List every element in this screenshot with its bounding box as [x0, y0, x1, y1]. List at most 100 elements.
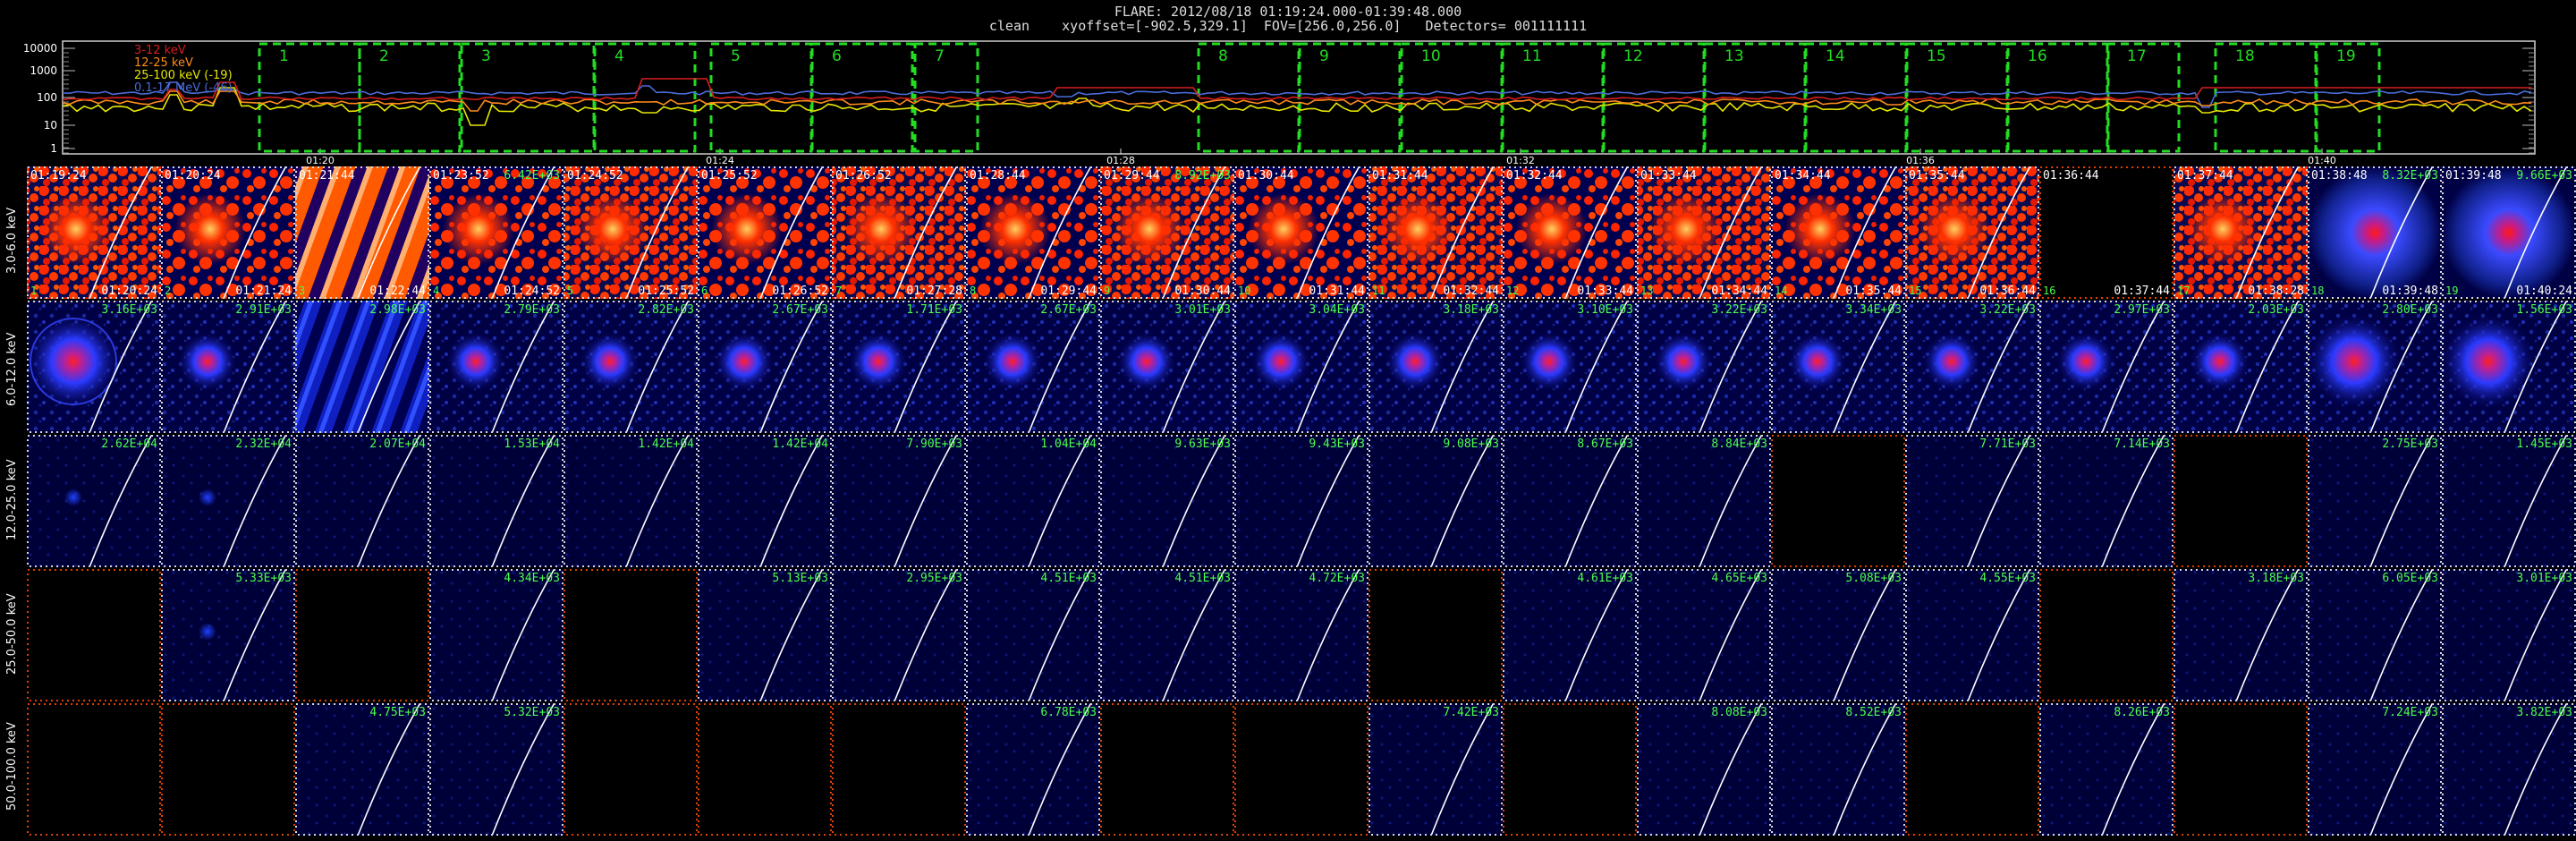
image-frame: [1637, 435, 1771, 567]
image-cell: 3.01E+03: [2442, 569, 2576, 701]
image-cell: 6.78E+03: [966, 703, 1100, 836]
legend-entry: 12-25 keV: [134, 56, 193, 70]
lightcurve-panel: 10000 1000 100 10 1 01:20 01:24 01:28 01:32 01:36…: [23, 40, 2536, 166]
image-map: [2308, 569, 2442, 701]
peak-value-label: 3.82E+03: [2516, 706, 2572, 719]
image-cell: 4.65E+03: [1637, 569, 1771, 701]
lightcurve-ytick-label: 100: [37, 91, 57, 104]
empty-image: [295, 569, 429, 701]
lightcurve-xtick-label: 01:24: [706, 155, 734, 166]
solar-limb: [2369, 301, 2434, 433]
image-frame: [2308, 301, 2442, 433]
image-frame: [698, 435, 832, 567]
empty-image: [698, 703, 832, 836]
image-frame: [2039, 301, 2174, 433]
source-emission: [979, 193, 1051, 265]
interval-number: 1: [279, 47, 289, 65]
interval-index: 2: [165, 285, 171, 297]
solar-limb: [1430, 166, 1495, 299]
solar-limb: [223, 569, 287, 701]
interval-number: 8: [1218, 47, 1228, 65]
peak-value-label: 5.33E+03: [235, 572, 292, 585]
image-map: [1100, 569, 1234, 701]
interval-end-time: 01:25:52: [638, 285, 694, 298]
image-cell: 1.42E+04: [564, 435, 698, 567]
interval-number: 3: [481, 47, 491, 65]
solar-limb: [357, 703, 421, 836]
peak-value-label: 3.10E+03: [1577, 303, 1633, 317]
interval-box: [1501, 42, 1605, 153]
peak-value-label: 4.65E+03: [1711, 572, 1767, 585]
image-map: [2039, 703, 2174, 836]
solar-limb: [223, 166, 287, 299]
image-map: [295, 301, 429, 433]
image-cell: [564, 569, 698, 701]
peak-value-label: 5.13E+03: [772, 572, 828, 585]
row-label-1: 6.0-12.0 keV: [5, 332, 19, 406]
image-cell: 01:30:44 01:31:44 10: [1234, 166, 1368, 299]
interval-box: [1602, 42, 1706, 153]
image-map: [1905, 435, 2039, 567]
image-frame: [832, 301, 966, 433]
image-map: [1234, 435, 1368, 567]
image-cell: [1234, 703, 1368, 836]
solar-limb: [1028, 435, 1092, 567]
peak-value-label: 8.92E+03: [1174, 169, 1231, 183]
curve-0p1-17mev: [62, 81, 2532, 108]
source-emission: [1385, 331, 1445, 392]
empty-frame: [1234, 703, 1368, 836]
interval-index: 11: [1372, 285, 1385, 297]
interval-start-time: 01:23:52: [433, 169, 489, 183]
image-cell: 2.67E+03: [966, 301, 1100, 433]
solar-limb: [1296, 301, 1360, 433]
empty-frame: [161, 703, 295, 836]
image-cell: 1.04E+04: [966, 435, 1100, 567]
interval-end-time: 01:27:28: [906, 285, 962, 298]
image-cell: 2.67E+03: [698, 301, 832, 433]
interval-box: [913, 42, 979, 153]
image-cell: 2.95E+03: [832, 569, 966, 701]
image-cell: 01:25:52 01:26:52 6: [698, 166, 832, 299]
lightcurve-ytick-label: 10: [44, 119, 57, 132]
source-emission: [2308, 312, 2403, 411]
peak-value-label: 6.42E+03: [504, 169, 560, 183]
solar-limb: [1430, 435, 1495, 567]
image-frame: [2442, 166, 2576, 299]
image-cell: 9.66E+03 01:39:48 01:40:24 19: [2442, 166, 2576, 299]
solar-limb: [1430, 301, 1495, 433]
interval-index: 16: [2043, 285, 2055, 297]
image-frame: [161, 301, 295, 433]
interval-start-time: 01:32:44: [1506, 169, 1563, 183]
empty-image: [564, 569, 698, 701]
image-cell: 5.13E+03: [698, 569, 832, 701]
interval-end-time: 01:32:44: [1443, 285, 1499, 298]
curve-12-25kev: [62, 90, 2532, 112]
image-frame: [1368, 301, 1503, 433]
legend-entry: 3-12 keV: [134, 44, 186, 57]
image-frame: [27, 166, 161, 299]
empty-image: [2174, 703, 2308, 836]
image-frame: [161, 435, 295, 567]
interval-end-time: 01:31:44: [1309, 285, 1365, 298]
interval-number: 6: [832, 47, 842, 65]
source-emission: [2055, 331, 2116, 392]
solar-limb: [1564, 166, 1629, 299]
peak-value-label: 7.24E+03: [2382, 706, 2438, 719]
peak-value-label: 3.04E+03: [1309, 303, 1365, 317]
source-emission: [982, 331, 1043, 392]
interval-number: 12: [1623, 47, 1643, 65]
image-cell: 2.03E+03: [2174, 301, 2308, 433]
interval-index: 5: [567, 285, 573, 297]
interval-box: [258, 42, 361, 153]
image-grid: 01:19:24 01:20:24 1 01:20:24 01:21:24 2 01:21:…: [27, 166, 2576, 836]
solar-limb: [1028, 166, 1092, 299]
image-cell: 01:33:44 01:34:44 13: [1637, 166, 1771, 299]
source-emission: [2190, 331, 2250, 392]
image-frame: [1234, 301, 1368, 433]
solar-limb: [894, 569, 958, 701]
image-frame: [2174, 301, 2308, 433]
solar-limb: [2235, 569, 2300, 701]
solar-limb: [1833, 703, 1897, 836]
peak-value-label: 2.07E+04: [369, 437, 426, 451]
solar-limb: [759, 435, 824, 567]
